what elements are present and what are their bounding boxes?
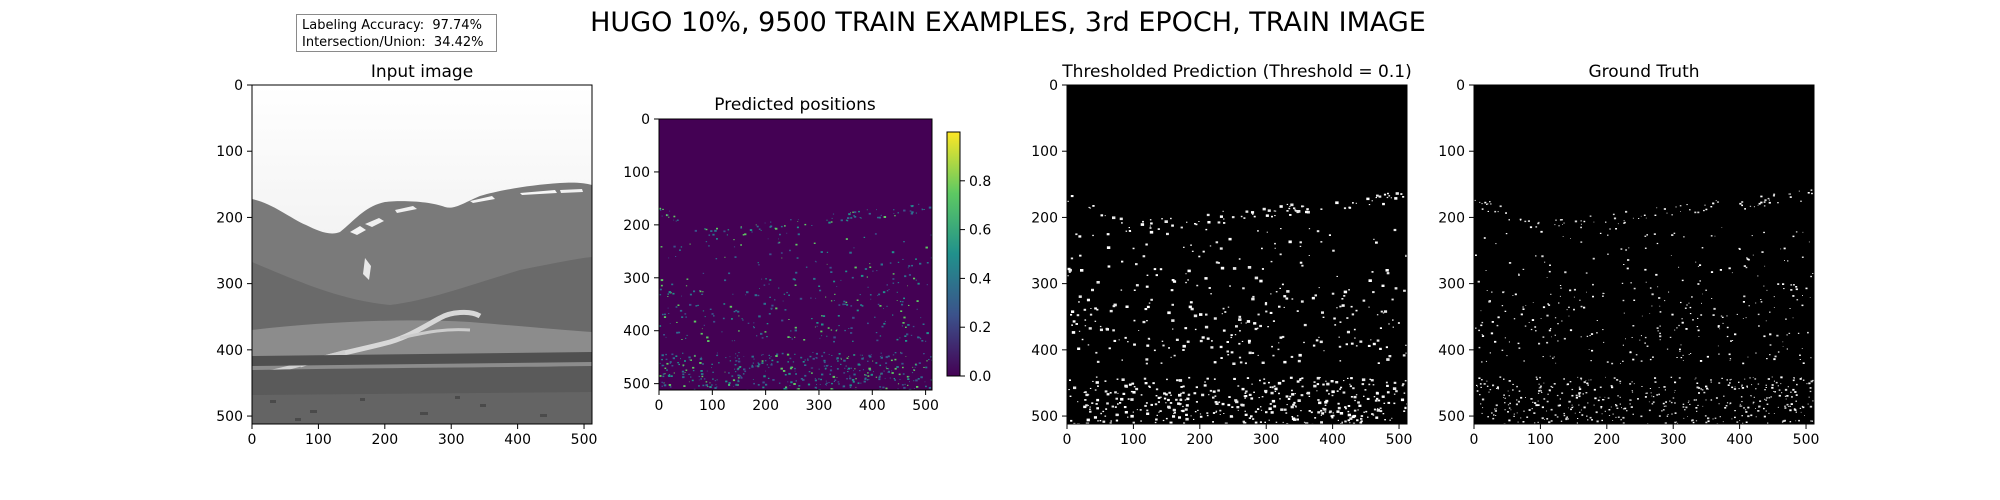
axis-ticks: 0 100 200 300 400 500 0 100 200 300 400 500	[216, 78, 597, 448]
y-tick-label: 200	[216, 210, 243, 226]
labeling-accuracy-text: Labeling Accuracy: 97.74%	[302, 18, 482, 33]
x-tick-label: 0	[248, 432, 257, 448]
x-tick-label: 500	[912, 398, 939, 414]
x-tick-label: 300	[438, 432, 465, 448]
x-tick-label: 500	[571, 432, 598, 448]
x-tick-label: 0	[655, 398, 664, 414]
y-tick-label: 500	[1438, 409, 1465, 425]
x-tick-label: 100	[1120, 432, 1147, 448]
axes-frame	[658, 118, 933, 391]
axes-frame	[251, 84, 593, 425]
prediction-heatmap-raster	[659, 119, 932, 390]
y-tick-label: 0	[641, 112, 650, 128]
colorbar-tick-label: 0.0	[969, 369, 991, 385]
y-tick-label: 400	[216, 343, 243, 359]
x-tick-label: 200	[371, 432, 398, 448]
panel-ground-truth: Ground Truth 0 100 200 300 400 500 0 100 200 300 4…	[1438, 62, 1819, 448]
x-tick-label: 400	[859, 398, 886, 414]
y-tick-label: 200	[1031, 210, 1058, 226]
y-tick-label: 300	[1031, 277, 1058, 293]
y-tick-label: 500	[1031, 409, 1058, 425]
axis-ticks: 0 100 200 300 400 500 0 100 200 300 400 500	[1031, 78, 1412, 448]
panel-title: Ground Truth	[1588, 62, 1699, 82]
x-tick-label: 400	[1726, 432, 1753, 448]
x-tick-label: 200	[1593, 432, 1620, 448]
x-tick-label: 300	[1660, 432, 1687, 448]
y-tick-label: 300	[216, 277, 243, 293]
x-tick-label: 100	[699, 398, 726, 414]
y-tick-label: 500	[216, 409, 243, 425]
panel-predicted-positions: Predicted positions 0 100 200 300 400 500 0 100…	[623, 95, 991, 414]
x-tick-label: 200	[1186, 432, 1213, 448]
x-tick-label: 100	[305, 432, 332, 448]
input-image-raster	[252, 85, 592, 424]
x-tick-label: 0	[1063, 432, 1072, 448]
x-tick-label: 500	[1386, 432, 1413, 448]
axes-frame	[1473, 84, 1815, 425]
colorbar: 0.0 0.2 0.4 0.6 0.8	[946, 131, 991, 385]
ground-truth-raster	[1474, 85, 1814, 424]
y-tick-label: 200	[623, 218, 650, 234]
axes-frame	[1066, 84, 1408, 425]
x-tick-label: 0	[1470, 432, 1479, 448]
x-tick-label: 400	[504, 432, 531, 448]
panel-thresholded-prediction: Thresholded Prediction (Threshold = 0.1)…	[1031, 62, 1412, 448]
y-tick-label: 300	[623, 271, 650, 287]
panel-title: Input image	[371, 62, 473, 82]
x-tick-label: 300	[1253, 432, 1280, 448]
colorbar-gradient	[946, 131, 961, 377]
x-tick-label: 100	[1527, 432, 1554, 448]
y-tick-label: 0	[1049, 78, 1058, 94]
x-tick-label: 300	[806, 398, 833, 414]
colorbar-tick-label: 0.4	[969, 271, 991, 287]
y-tick-label: 500	[623, 377, 650, 393]
panel-title: Thresholded Prediction (Threshold = 0.1)	[1061, 62, 1411, 82]
panel-title: Predicted positions	[714, 95, 876, 115]
x-tick-label: 400	[1319, 432, 1346, 448]
colorbar-tick-label: 0.2	[969, 320, 991, 336]
figure-title: HUGO 10%, 9500 TRAIN EXAMPLES, 3rd EPOCH…	[590, 7, 1426, 38]
y-tick-label: 300	[1438, 277, 1465, 293]
intersection-union-text: Intersection/Union: 34.42%	[302, 35, 484, 50]
y-tick-label: 400	[623, 324, 650, 340]
y-tick-label: 0	[234, 78, 243, 94]
colorbar-tick-label: 0.6	[969, 223, 991, 239]
y-tick-label: 100	[623, 165, 650, 181]
y-tick-label: 100	[216, 144, 243, 160]
axis-ticks: 0 100 200 300 400 500 0 100 200 300 400 500	[1438, 78, 1819, 448]
y-tick-label: 100	[1031, 144, 1058, 160]
axis-ticks: 0 100 200 300 400 500 0 100 200 300 400 500	[623, 112, 939, 414]
panel-input-image: Input image	[216, 62, 597, 448]
y-tick-label: 0	[1456, 78, 1465, 94]
x-tick-label: 200	[752, 398, 779, 414]
y-tick-label: 400	[1031, 343, 1058, 359]
metrics-textbox: Labeling Accuracy: 97.74% Intersection/Un…	[296, 14, 497, 52]
y-tick-label: 200	[1438, 210, 1465, 226]
colorbar-ticks: 0.0 0.2 0.4 0.6 0.8	[960, 174, 991, 385]
x-tick-label: 500	[1793, 432, 1820, 448]
y-tick-label: 100	[1438, 144, 1465, 160]
colorbar-tick-label: 0.8	[969, 174, 991, 190]
thresholded-raster	[1067, 85, 1407, 424]
y-tick-label: 400	[1438, 343, 1465, 359]
